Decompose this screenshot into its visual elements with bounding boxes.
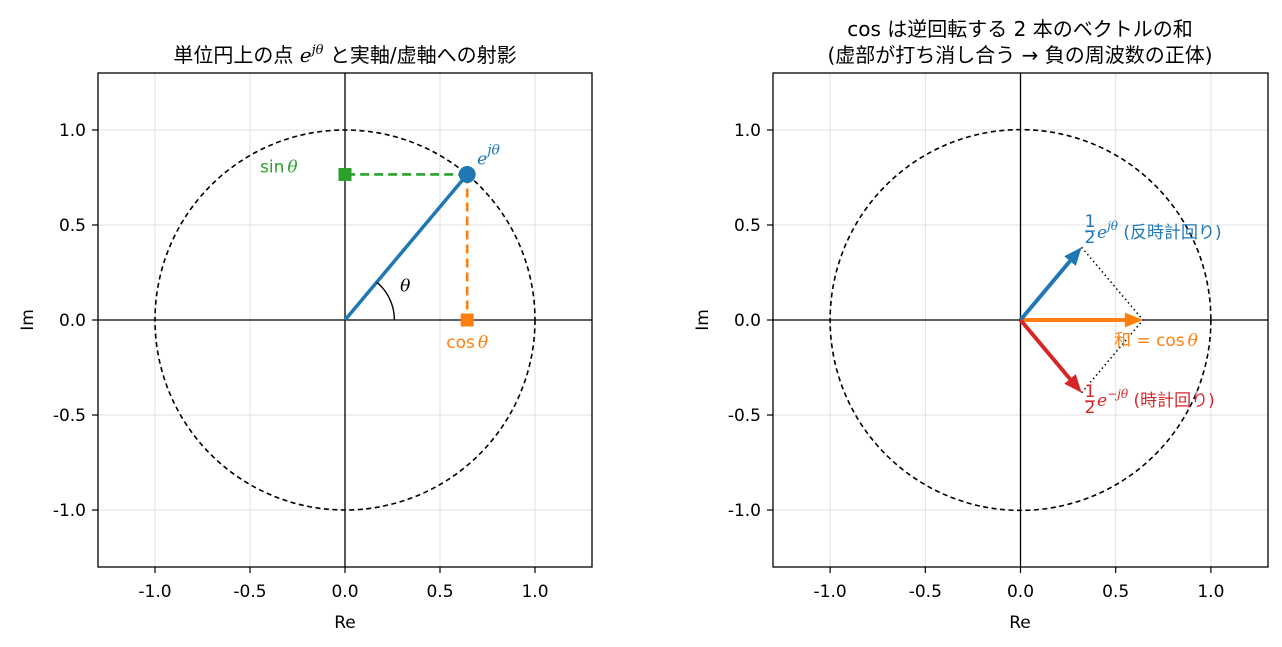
left-xtick-label: 0.0 (331, 582, 358, 602)
angle-label: θ (400, 277, 410, 297)
right-ytick-label: -1.0 (728, 501, 761, 521)
negative-vector-label: 1 2 e−jθ (時計回り) (1085, 382, 1215, 418)
left-ytick-label: 1.0 (59, 121, 86, 141)
angle-arc (376, 281, 396, 321)
frac-denominator: 2 (1085, 228, 1096, 248)
vector-arrowhead (1124, 312, 1143, 328)
y-axis-label: Im (693, 309, 713, 331)
frac-denominator: 2 (1085, 398, 1096, 418)
left-xtick-label: 0.5 (426, 582, 453, 602)
sum-label: 和 = cos θ (1114, 331, 1198, 351)
chart-left: 単位円上の点 ejθ と実軸/虚軸への射影 -1.0 -0.5 0.0 0.5 1.0-… (18, 43, 593, 633)
vector-arrowhead (1064, 374, 1082, 393)
right-ytick-label: -0.5 (728, 406, 761, 426)
sin-projection-marker (338, 167, 352, 181)
right-xtick-label: 1.0 (1197, 582, 1224, 602)
right-xtick-label: -1.0 (814, 582, 847, 602)
x-axis-label: Re (334, 613, 356, 633)
frac-numerator: 1 (1085, 212, 1096, 232)
left-xtick-label: 1.0 (521, 582, 548, 602)
right-xtick-label: -0.5 (909, 582, 942, 602)
right-xtick-label: 0.0 (1007, 582, 1034, 602)
positive-vector-text: ejθ (反時計回り) (1097, 219, 1222, 243)
cos-projection-marker (460, 313, 474, 327)
frac-numerator: 1 (1085, 382, 1096, 402)
parallelogram-edge-upper (1081, 246, 1144, 321)
vector-shaft (1018, 318, 1072, 381)
negative-rotation-vector (1018, 318, 1082, 393)
x-axis-label: Re (1009, 613, 1031, 633)
left-ytick-label: -0.5 (53, 406, 86, 426)
chart-right-title-line1: cos は逆回転する 2 本のベクトルの和 (847, 17, 1192, 41)
chart-right: cos は逆回転する 2 本のベクトルの和 (虚部が打ち消し合う → 負の周波数… (693, 17, 1269, 633)
right-xtick-label: 0.5 (1102, 582, 1129, 602)
left-ytick-label: 0.5 (59, 216, 86, 236)
right-ytick-label: 0.0 (734, 311, 761, 331)
ticks-left: -1.0 -0.5 0.0 0.5 1.0 -1.0 -0.5 0.0 0.5 1.0 (53, 121, 549, 602)
vector-shaft (1018, 259, 1072, 322)
sum-vector (1020, 312, 1143, 328)
right-ytick-label: 1.0 (734, 121, 761, 141)
left-ytick-label: -1.0 (53, 501, 86, 521)
vector-arrowhead (1064, 247, 1082, 266)
ticks-right: -1.0 -0.5 0.0 0.5 1.0 -1.0 -0.5 0.0 0.5 1.0 (728, 121, 1225, 602)
left-xtick-label: -0.5 (233, 582, 266, 602)
left-xtick-label: -1.0 (138, 582, 171, 602)
unit-point-marker (458, 165, 476, 183)
negative-vector-text: e−jθ (時計回り) (1097, 387, 1215, 411)
left-ytick-label: 0.0 (59, 311, 86, 331)
y-axis-label: Im (18, 309, 38, 331)
cos-label: cos θ (446, 333, 488, 353)
positive-vector-label: 1 2 ejθ (反時計回り) (1085, 212, 1222, 248)
chart-right-title-line2: (虚部が打ち消し合う → 負の周波数の正体) (827, 43, 1212, 67)
radius-vector-line (343, 173, 469, 322)
point-label: ejθ (477, 142, 500, 169)
right-ytick-label: 0.5 (734, 216, 761, 236)
positive-rotation-vector (1018, 247, 1082, 322)
chart-left-title: 単位円上の点 ejθ と実軸/虚軸への射影 (173, 43, 516, 67)
sin-label: sin θ (260, 157, 298, 177)
